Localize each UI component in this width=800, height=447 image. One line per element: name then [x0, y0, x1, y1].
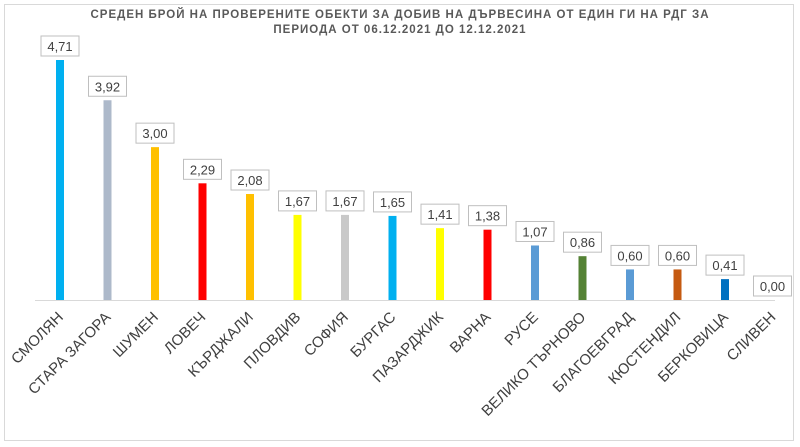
data-label-box [515, 220, 555, 242]
bar [56, 60, 64, 300]
category-label: ШУМЕН [110, 309, 162, 361]
data-label-text: 1,38 [475, 209, 500, 224]
bar [151, 147, 159, 300]
data-label: 3,92 [88, 75, 127, 97]
bar [388, 215, 397, 300]
category-label: СОФИЯ [301, 309, 352, 360]
data-label-text: 1,67 [332, 194, 357, 209]
bar [103, 100, 112, 300]
data-label: 0,60 [610, 244, 650, 266]
category-label: СТАРА ЗАГОРА [25, 309, 114, 398]
data-label-text: 1,07 [522, 224, 547, 239]
data-label: 0,60 [658, 244, 697, 266]
bar [483, 229, 492, 300]
data-label-text: 2,08 [237, 173, 262, 188]
data-label-text: 0,86 [570, 235, 595, 250]
data-label: 1,38 [468, 205, 507, 227]
bar [626, 269, 634, 300]
data-label-box [753, 275, 792, 297]
data-label-text: 0,00 [760, 279, 785, 294]
bar [198, 183, 207, 300]
bar [341, 214, 349, 300]
bar [246, 194, 254, 300]
category-label: СЛИВЕН [724, 309, 780, 365]
data-label-box [705, 254, 745, 276]
data-label: 1,67 [325, 190, 365, 212]
data-label-box [278, 190, 317, 212]
data-label-text: 0,60 [617, 248, 642, 263]
data-label: 1,65 [373, 191, 412, 213]
data-label: 2,08 [230, 169, 270, 191]
data-label-box [230, 169, 270, 191]
category-label: ЛОВЕЧ [161, 309, 209, 357]
bar [721, 279, 729, 300]
data-label-text: 0,60 [665, 248, 690, 263]
bar [293, 214, 302, 300]
data-label: 2,29 [183, 158, 222, 180]
data-label: 0,86 [563, 231, 602, 253]
category-label: РУСЕ [501, 309, 541, 349]
data-label: 1,41 [420, 203, 460, 225]
bar [578, 256, 587, 300]
data-label-text: 3,00 [142, 126, 167, 141]
chart-frame [4, 4, 794, 441]
data-label-box [183, 158, 222, 180]
data-label: 3,00 [135, 122, 175, 144]
data-label-box [468, 205, 507, 227]
data-label-box [88, 75, 127, 97]
data-label-box [373, 191, 412, 213]
data-label-box [325, 190, 365, 212]
data-label-text: 2,29 [190, 162, 215, 177]
data-label-box [40, 35, 80, 57]
data-label-box [610, 244, 650, 266]
bar [673, 269, 682, 300]
bar [436, 228, 444, 300]
data-label-box [420, 203, 460, 225]
data-label-text: 3,92 [95, 79, 120, 94]
data-label-text: 1,65 [380, 195, 405, 210]
category-label: ВАРНА [447, 309, 495, 357]
data-label-text: 0,41 [712, 258, 737, 273]
data-label-box [563, 231, 602, 253]
data-label: 0,41 [705, 254, 745, 276]
data-label: 1,67 [278, 190, 317, 212]
data-label-box [658, 244, 697, 266]
data-label: 0,00 [753, 275, 792, 297]
data-label: 1,07 [515, 220, 555, 242]
data-label: 4,71 [40, 35, 80, 57]
data-label-text: 1,41 [427, 207, 452, 222]
category-label: БЛАГОЕВГРАД [550, 309, 637, 396]
chart-title: СРЕДЕН БРОЙ НА ПРОВЕРЕНИТЕ ОБЕКТИ ЗА ДОБ… [90, 9, 710, 36]
data-label-text: 4,71 [47, 39, 72, 54]
data-label-text: 1,67 [285, 194, 310, 209]
data-label-box [135, 122, 175, 144]
bar [531, 245, 539, 300]
